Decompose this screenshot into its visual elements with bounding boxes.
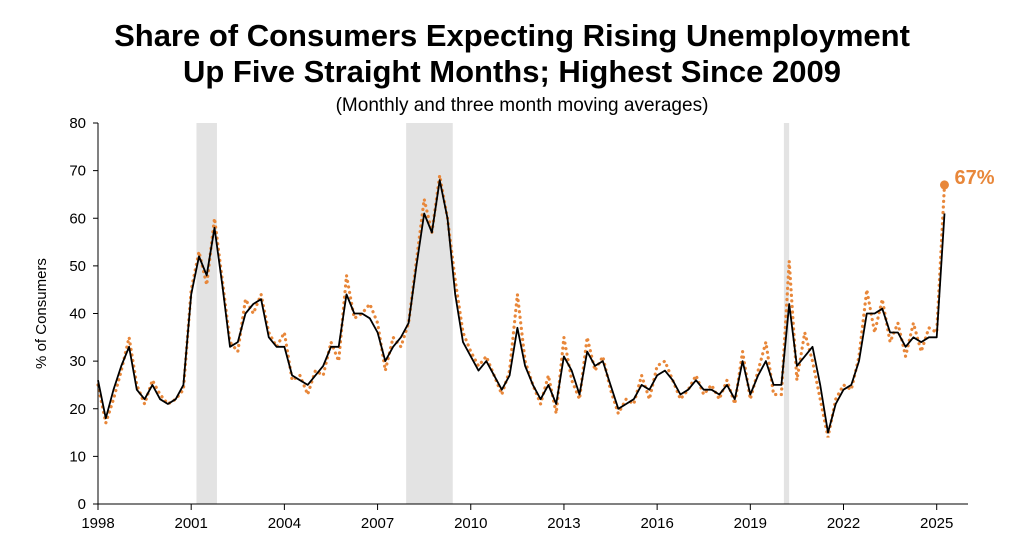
chart-subtitle: (Monthly and three month moving averages… <box>335 95 709 116</box>
x-tick-label: 2019 <box>734 515 767 532</box>
chart-title: Share of Consumers Expecting Rising Unem… <box>114 18 910 53</box>
callout: 67% <box>939 167 995 190</box>
y-tick-label: 30 <box>69 353 86 370</box>
y-tick-label: 70 <box>69 163 86 180</box>
y-tick-label: 80 <box>69 115 86 132</box>
x-tick-label: 2001 <box>175 515 208 532</box>
series-lines <box>96 175 947 438</box>
y-tick-label: 10 <box>69 448 86 465</box>
x-tick-label: 2007 <box>361 515 394 532</box>
y-axis-label: % of Consumers <box>33 258 50 369</box>
axes <box>97 123 968 505</box>
x-tick-label: 2025 <box>920 515 953 532</box>
y-tick-label: 0 <box>78 496 86 513</box>
x-tick-label: 2022 <box>827 515 860 532</box>
latest-point-marker <box>939 180 949 190</box>
chart-title-line2: Up Five Straight Months; Highest Since 2… <box>182 54 841 89</box>
x-tick-label: 2013 <box>547 515 580 532</box>
x-tick-label: 2010 <box>454 515 487 532</box>
y-tick-label: 40 <box>69 306 86 323</box>
series-monthly-dotted <box>96 175 947 438</box>
series-moving-average-line <box>97 179 946 434</box>
x-ticks: 1998 2001 2004 2007 2010 2013 2016 2019 2022 2025 <box>81 504 953 532</box>
y-tick-label: 60 <box>69 210 86 227</box>
y-tick-label: 50 <box>69 258 86 275</box>
x-tick-label: 2016 <box>640 515 673 532</box>
recession-bands <box>196 123 790 504</box>
x-tick-label: 2004 <box>268 515 301 532</box>
y-ticks: 0 10 20 30 40 50 60 70 80 <box>69 115 98 513</box>
x-tick-label: 1998 <box>81 515 114 532</box>
recession-band-2 <box>406 123 453 504</box>
latest-value-label: 67% <box>954 167 994 189</box>
recession-band-1 <box>196 123 217 504</box>
y-tick-label: 20 <box>69 401 86 418</box>
recession-band-3 <box>783 123 790 504</box>
